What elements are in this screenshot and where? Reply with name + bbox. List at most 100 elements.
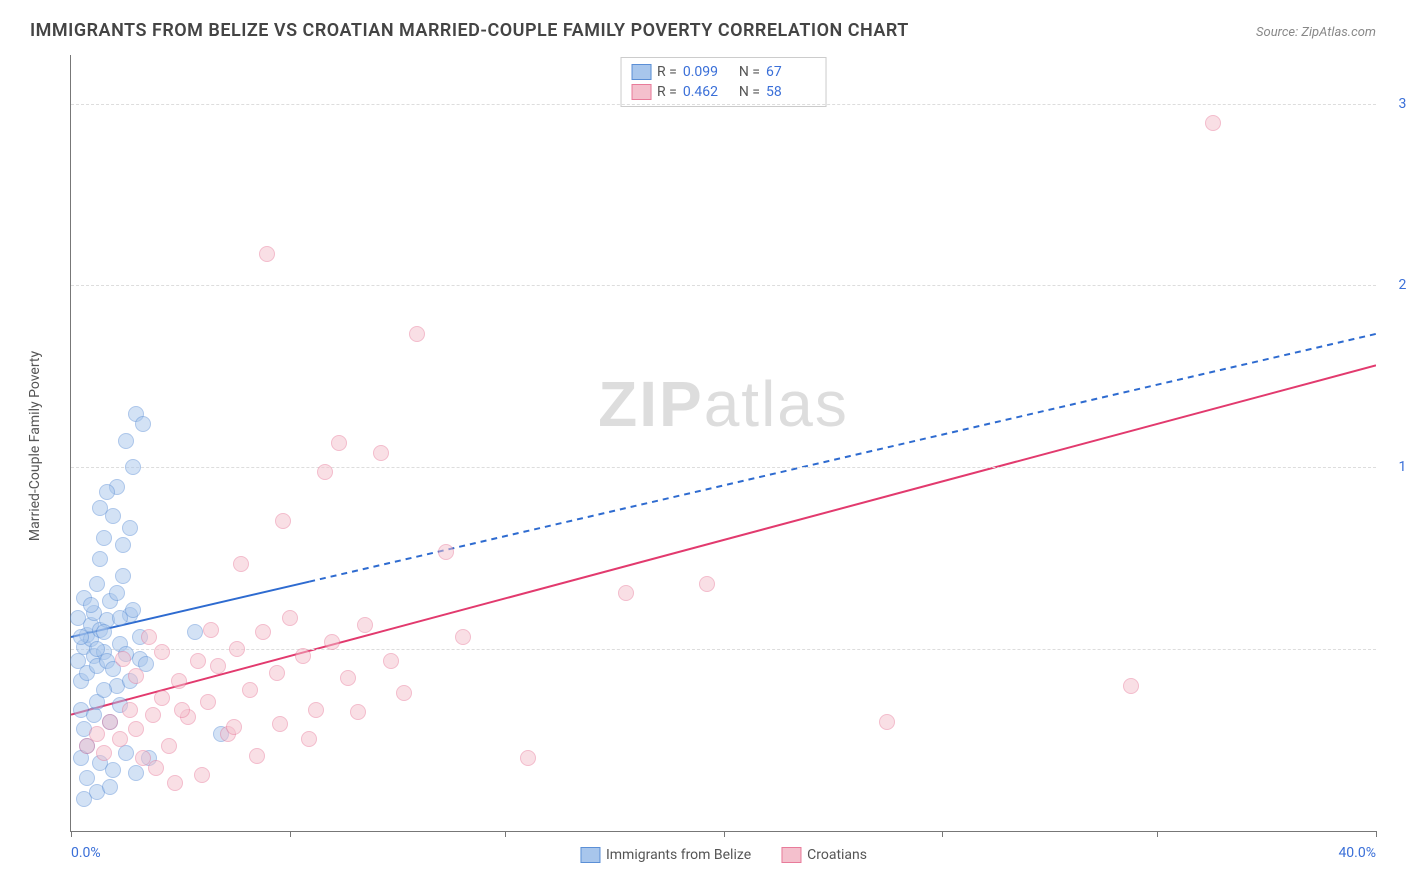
series-legend: Immigrants from Belize Croatians xyxy=(580,847,867,863)
r-label: R = xyxy=(657,64,677,80)
data-point-belize xyxy=(125,459,141,475)
data-point-croatians xyxy=(383,653,399,669)
data-point-croatians xyxy=(396,685,412,701)
data-point-belize xyxy=(105,762,121,778)
data-point-croatians xyxy=(233,556,249,572)
r-value-belize: 0.099 xyxy=(683,64,733,80)
data-point-croatians xyxy=(115,651,131,667)
y-tick-label: 7.5% xyxy=(1381,641,1406,657)
legend-row-belize: R = 0.099 N = 67 xyxy=(631,62,816,82)
data-point-croatians xyxy=(455,629,471,645)
legend-item-croatians: Croatians xyxy=(781,847,867,863)
x-axis-max-label: 40.0% xyxy=(1338,845,1376,861)
data-point-croatians xyxy=(373,445,389,461)
data-point-croatians xyxy=(190,653,206,669)
data-point-croatians xyxy=(357,617,373,633)
legend-item-belize: Immigrants from Belize xyxy=(580,847,751,863)
data-point-belize xyxy=(187,624,203,640)
y-tick-label: 22.5% xyxy=(1381,277,1406,293)
data-point-croatians xyxy=(879,714,895,730)
watermark-bold: ZIP xyxy=(598,368,704,440)
data-point-croatians xyxy=(154,644,170,660)
plot-svg xyxy=(71,55,1376,831)
data-point-croatians xyxy=(324,634,340,650)
data-point-croatians xyxy=(210,658,226,674)
data-point-croatians xyxy=(699,576,715,592)
data-point-belize xyxy=(96,682,112,698)
swatch-croatians-icon xyxy=(781,847,801,863)
data-point-belize xyxy=(92,500,108,516)
source-label: Source: ZipAtlas.com xyxy=(1256,25,1376,40)
data-point-belize xyxy=(125,602,141,618)
data-point-belize xyxy=(115,537,131,553)
data-point-croatians xyxy=(161,738,177,754)
x-tick xyxy=(1376,831,1377,837)
correlation-legend: R = 0.099 N = 67 R = 0.462 N = 58 xyxy=(620,57,827,107)
data-point-croatians xyxy=(255,624,271,640)
data-point-croatians xyxy=(174,702,190,718)
data-point-croatians xyxy=(275,513,291,529)
data-point-croatians xyxy=(200,694,216,710)
x-axis-min-label: 0.0% xyxy=(71,845,101,861)
data-point-croatians xyxy=(194,767,210,783)
data-point-croatians xyxy=(249,748,265,764)
data-point-croatians xyxy=(203,622,219,638)
data-point-belize xyxy=(83,597,99,613)
x-tick xyxy=(71,831,72,837)
swatch-belize-icon xyxy=(580,847,600,863)
header: IMMIGRANTS FROM BELIZE VS CROATIAN MARRI… xyxy=(30,20,1376,41)
data-point-croatians xyxy=(226,719,242,735)
data-point-belize xyxy=(70,610,86,626)
x-tick xyxy=(290,831,291,837)
data-point-belize xyxy=(73,629,89,645)
data-point-croatians xyxy=(96,745,112,761)
data-point-belize xyxy=(99,484,115,500)
data-point-croatians xyxy=(89,726,105,742)
data-point-croatians xyxy=(128,721,144,737)
data-point-croatians xyxy=(340,670,356,686)
data-point-croatians xyxy=(520,750,536,766)
data-point-belize xyxy=(118,745,134,761)
data-point-croatians xyxy=(301,731,317,747)
gridline xyxy=(71,467,1376,468)
y-tick-label: 30.0% xyxy=(1381,96,1406,112)
plot-area: ZIPatlas R = 0.099 N = 67 R = 0.462 N = … xyxy=(70,55,1376,832)
data-point-croatians xyxy=(229,641,245,657)
watermark: ZIPatlas xyxy=(598,367,849,441)
data-point-croatians xyxy=(122,702,138,718)
data-point-croatians xyxy=(171,673,187,689)
gridline xyxy=(71,285,1376,286)
data-point-croatians xyxy=(350,704,366,720)
data-point-croatians xyxy=(409,326,425,342)
x-tick xyxy=(942,831,943,837)
watermark-light: atlas xyxy=(704,368,849,440)
data-point-croatians xyxy=(295,648,311,664)
n-label: N = xyxy=(739,84,760,100)
data-point-belize xyxy=(135,416,151,432)
data-point-croatians xyxy=(141,629,157,645)
r-value-croatians: 0.462 xyxy=(683,84,733,100)
data-point-croatians xyxy=(154,690,170,706)
chart-container: IMMIGRANTS FROM BELIZE VS CROATIAN MARRI… xyxy=(0,0,1406,892)
n-value-croatians: 58 xyxy=(766,84,816,100)
swatch-belize xyxy=(631,64,651,80)
data-point-belize xyxy=(115,568,131,584)
r-label: R = xyxy=(657,84,677,100)
n-value-belize: 67 xyxy=(766,64,816,80)
chart-title: IMMIGRANTS FROM BELIZE VS CROATIAN MARRI… xyxy=(30,20,909,41)
data-point-belize xyxy=(96,530,112,546)
y-axis-title: Married-Couple Family Poverty xyxy=(27,351,43,541)
data-point-croatians xyxy=(128,668,144,684)
data-point-belize xyxy=(79,770,95,786)
data-point-croatians xyxy=(282,610,298,626)
gridline xyxy=(71,649,1376,650)
data-point-belize xyxy=(89,576,105,592)
data-point-croatians xyxy=(438,544,454,560)
y-tick-label: 15.0% xyxy=(1381,459,1406,475)
data-point-belize xyxy=(109,585,125,601)
data-point-croatians xyxy=(1123,678,1139,694)
data-point-croatians xyxy=(259,246,275,262)
legend-label-belize: Immigrants from Belize xyxy=(606,847,751,863)
data-point-belize xyxy=(102,779,118,795)
data-point-belize xyxy=(92,551,108,567)
